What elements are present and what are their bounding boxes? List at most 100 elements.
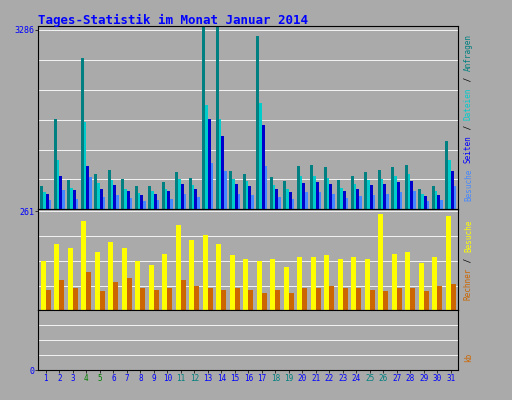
Bar [419,263,424,310]
Bar [316,182,318,210]
Bar [102,197,105,210]
Bar [108,242,113,310]
Bar [300,176,302,210]
Bar [203,234,208,310]
Bar [445,216,451,310]
Bar [426,201,429,210]
Bar [370,185,373,210]
Bar [270,177,272,210]
Bar [73,288,78,310]
Bar [81,221,87,310]
Bar [445,141,448,210]
Bar [297,257,302,310]
Text: /: / [464,72,473,86]
Bar [89,177,92,210]
Bar [257,36,259,210]
Bar [195,286,200,310]
Bar [216,244,221,310]
Bar [367,180,370,210]
Bar [370,290,375,310]
Text: /: / [464,253,473,267]
Bar [432,186,435,210]
Bar [189,240,195,310]
Bar [378,214,383,310]
Bar [216,18,219,210]
Text: Anfragen: Anfragen [464,34,473,72]
Bar [235,184,238,210]
Bar [111,180,113,210]
Bar [170,198,173,210]
Text: /: / [464,120,473,134]
Bar [113,282,118,310]
Bar [68,180,70,210]
Bar [397,182,399,210]
Bar [232,179,235,210]
Bar [410,181,413,210]
Bar [183,194,186,210]
Bar [365,259,370,310]
Bar [413,192,416,210]
Bar [95,252,100,310]
Bar [46,194,49,210]
Bar [181,280,186,310]
Bar [262,125,265,210]
Bar [157,200,159,210]
Text: Rechner: Rechner [464,268,473,300]
Bar [224,171,227,210]
Bar [68,248,73,310]
Bar [297,166,300,210]
Bar [437,195,440,210]
Bar [391,167,394,210]
Text: Tages-Statistik im Monat Januar 2014: Tages-Statistik im Monat Januar 2014 [38,14,308,27]
Bar [386,194,389,210]
Bar [289,293,294,310]
Bar [143,201,146,210]
Bar [405,164,408,210]
Bar [205,106,208,210]
Bar [365,172,367,210]
Bar [40,261,46,310]
Bar [291,199,294,210]
Bar [270,259,275,310]
Bar [167,288,173,310]
Bar [351,257,356,310]
Bar [49,200,51,210]
Bar [54,119,57,210]
Bar [238,194,240,210]
Bar [46,290,51,310]
Text: Besuche: Besuche [464,220,473,252]
Bar [148,265,154,310]
Bar [329,184,332,210]
Bar [87,272,92,310]
Bar [378,170,380,210]
Bar [189,178,191,210]
Bar [284,181,286,210]
Bar [421,194,424,210]
Bar [418,189,421,210]
Bar [221,136,224,210]
Bar [154,290,159,310]
Bar [311,257,316,310]
Bar [451,171,454,210]
Bar [208,119,210,210]
Bar [440,200,443,210]
Bar [162,254,167,310]
Bar [332,194,335,210]
Bar [97,183,100,210]
Bar [346,198,348,210]
Bar [202,24,205,210]
Bar [167,192,170,210]
Bar [54,244,59,310]
Bar [197,197,200,210]
Bar [76,198,78,210]
Bar [327,178,329,210]
Bar [57,160,59,210]
Bar [284,267,289,310]
Bar [383,184,386,210]
Bar [318,192,321,210]
Bar [135,261,140,310]
Bar [208,288,213,310]
Bar [248,290,253,310]
Bar [343,288,348,310]
Bar [405,252,410,310]
